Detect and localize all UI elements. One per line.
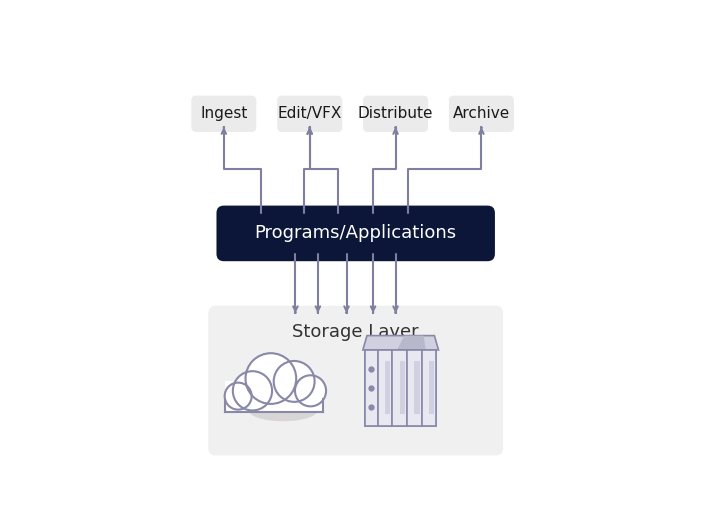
FancyBboxPatch shape bbox=[422, 350, 436, 425]
FancyBboxPatch shape bbox=[209, 306, 503, 456]
FancyBboxPatch shape bbox=[449, 96, 514, 132]
Circle shape bbox=[233, 371, 272, 410]
Text: Edit/VFX: Edit/VFX bbox=[278, 106, 342, 121]
Circle shape bbox=[246, 353, 296, 404]
FancyBboxPatch shape bbox=[365, 350, 436, 425]
FancyBboxPatch shape bbox=[225, 381, 323, 413]
FancyBboxPatch shape bbox=[363, 96, 428, 132]
Polygon shape bbox=[397, 336, 426, 350]
Text: Distribute: Distribute bbox=[358, 106, 434, 121]
FancyBboxPatch shape bbox=[192, 96, 256, 132]
Ellipse shape bbox=[248, 399, 318, 421]
Circle shape bbox=[273, 361, 315, 402]
FancyBboxPatch shape bbox=[392, 350, 407, 425]
FancyBboxPatch shape bbox=[378, 350, 392, 425]
FancyBboxPatch shape bbox=[277, 96, 342, 132]
FancyBboxPatch shape bbox=[365, 350, 378, 425]
FancyBboxPatch shape bbox=[429, 361, 434, 414]
Circle shape bbox=[225, 383, 251, 409]
FancyBboxPatch shape bbox=[216, 205, 495, 261]
FancyBboxPatch shape bbox=[385, 361, 390, 414]
Text: Ingest: Ingest bbox=[200, 106, 248, 121]
Text: Archive: Archive bbox=[453, 106, 510, 121]
Text: Programs/Applications: Programs/Applications bbox=[255, 225, 457, 242]
FancyBboxPatch shape bbox=[414, 361, 419, 414]
Text: Storage Layer: Storage Layer bbox=[293, 323, 419, 341]
FancyBboxPatch shape bbox=[399, 361, 405, 414]
Circle shape bbox=[295, 375, 326, 406]
FancyBboxPatch shape bbox=[407, 350, 422, 425]
Polygon shape bbox=[363, 336, 439, 350]
